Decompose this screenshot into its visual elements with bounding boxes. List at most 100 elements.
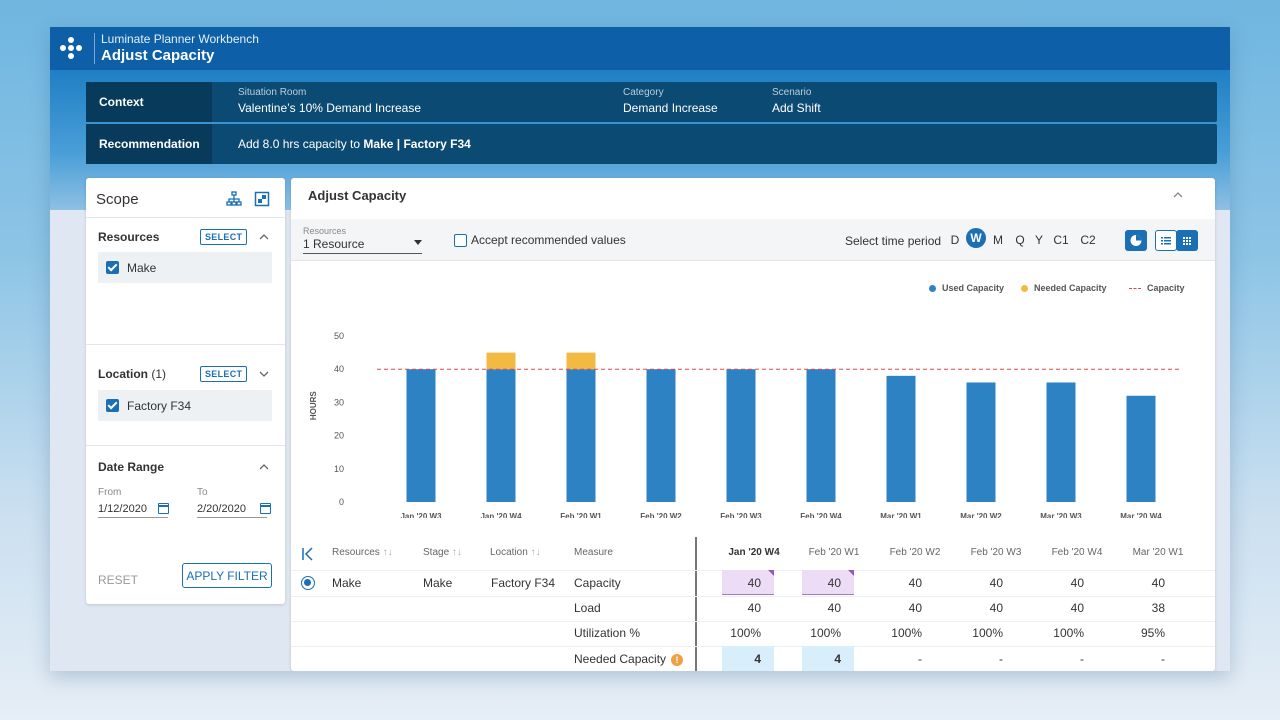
scenario-field: Scenario Add Shift — [772, 87, 821, 115]
calendar-icon[interactable] — [260, 503, 271, 514]
hierarchy-icon[interactable] — [226, 191, 242, 207]
legend-label: Needed Capacity — [1034, 283, 1107, 293]
table-cell[interactable]: 40 — [827, 576, 841, 590]
scenario-value: Add Shift — [772, 101, 821, 115]
table-cell: 100% — [891, 626, 922, 640]
time-period-label: Select time period — [845, 234, 942, 248]
context-bar: Context Situation Room Valentine’s 10% D… — [86, 82, 1217, 122]
y-tick-label: 20 — [334, 431, 344, 441]
chevron-up-icon[interactable] — [1172, 190, 1184, 200]
needed-cell-highlight — [722, 646, 774, 671]
bar-used-capacity[interactable] — [486, 369, 516, 502]
cell-stage: Make — [423, 576, 453, 590]
editable-cell-highlight[interactable] — [722, 570, 774, 595]
period-day[interactable]: D — [950, 233, 960, 247]
accept-recommended-checkbox[interactable] — [454, 234, 467, 247]
table-cell: 4 — [834, 652, 841, 666]
table-cell: 40 — [1070, 601, 1084, 615]
table-cell[interactable]: 40 — [747, 576, 761, 590]
bar-used-capacity[interactable] — [1126, 395, 1156, 502]
bar-needed-capacity[interactable] — [486, 352, 516, 370]
x-tick-label: Mar '20 W4 — [1120, 512, 1162, 518]
chevron-up-icon[interactable] — [258, 231, 270, 243]
date-range-title: Date Range — [98, 460, 165, 474]
col-header-resources[interactable]: Resources ↑↓ — [332, 547, 393, 558]
bar-used-capacity[interactable] — [966, 382, 996, 502]
app-header: Luminate Planner Workbench Adjust Capaci… — [50, 27, 1230, 70]
calendar-icon[interactable] — [158, 503, 169, 514]
warning-icon[interactable]: ! — [671, 654, 683, 666]
bar-needed-capacity[interactable] — [566, 352, 596, 370]
editable-cell-highlight[interactable] — [802, 570, 854, 595]
period-week[interactable]: W — [966, 228, 986, 248]
panel-toggle-icon[interactable] — [254, 191, 270, 207]
col-header-location[interactable]: Location ↑↓ — [490, 547, 541, 558]
panel-title: Adjust Capacity — [308, 188, 407, 203]
resource-option-make[interactable]: Make — [98, 252, 272, 283]
table-cell: 95% — [1140, 626, 1165, 640]
accept-recommended-label[interactable]: Accept recommended values — [471, 233, 626, 247]
legend-label: Used Capacity — [942, 283, 1005, 293]
measure-label: Needed Capacity — [574, 652, 667, 666]
bar-used-capacity[interactable] — [566, 369, 596, 502]
grid-view-button[interactable] — [1176, 230, 1198, 251]
table-cell: 40 — [989, 576, 1003, 590]
date-from-input[interactable]: 1/12/2020 — [98, 503, 168, 518]
location-option-factory[interactable]: Factory F34 — [98, 390, 272, 421]
grid-icon — [1183, 237, 1191, 245]
category-key: Category — [623, 87, 664, 98]
legend-swatch — [929, 284, 936, 292]
period-month[interactable]: M — [993, 233, 1003, 247]
col-header-measure: Measure — [574, 547, 613, 558]
table-cell: 100% — [972, 626, 1003, 640]
checkbox-checked-icon[interactable] — [106, 399, 119, 412]
resources-dropdown[interactable]: Resources 1 Resource — [303, 226, 422, 254]
y-tick-label: 30 — [334, 397, 344, 407]
location-select-button[interactable]: SELECT — [200, 366, 248, 382]
apply-filter-button[interactable]: APPLY FILTER — [182, 563, 272, 588]
table-cell: 100% — [730, 626, 761, 640]
bar-used-capacity[interactable] — [1046, 382, 1076, 502]
bar-used-capacity[interactable] — [886, 375, 916, 502]
row-divider — [291, 596, 1215, 597]
location-count: (1) — [151, 367, 167, 381]
checkbox-checked-icon[interactable] — [106, 261, 119, 274]
table-cell: 40 — [908, 576, 922, 590]
date-from-label: From — [98, 487, 122, 498]
reset-button[interactable]: RESET — [98, 573, 139, 587]
table-cell: - — [918, 652, 922, 666]
resources-section-title: Resources — [98, 230, 160, 244]
period-c2[interactable]: C2 — [1080, 233, 1096, 247]
bar-used-capacity[interactable] — [646, 369, 676, 502]
x-tick-label: Mar '20 W1 — [880, 512, 922, 518]
resources-select-button[interactable]: SELECT — [200, 229, 248, 245]
table-cell: - — [1080, 652, 1084, 666]
date-to-input[interactable]: 2/20/2020 — [197, 503, 267, 518]
table-cell: 40 — [747, 601, 761, 615]
row-select-radio[interactable] — [301, 576, 315, 590]
app-name: Luminate Planner Workbench — [101, 32, 259, 46]
period-quarter[interactable]: Q — [1015, 233, 1025, 247]
bar-used-capacity[interactable] — [726, 369, 756, 502]
table-cell: - — [999, 652, 1003, 666]
period-year[interactable]: Y — [1034, 233, 1043, 247]
chevron-up-icon[interactable] — [258, 461, 270, 473]
row-divider — [291, 621, 1215, 622]
collapse-left-icon[interactable] — [301, 547, 315, 561]
pie-chart-icon — [1130, 235, 1142, 246]
cell-resource: Make — [332, 576, 362, 590]
app-logo-icon[interactable] — [60, 37, 82, 59]
location-section-title: Location (1) — [98, 367, 166, 381]
period-c1[interactable]: C1 — [1053, 233, 1069, 247]
bar-used-capacity[interactable] — [406, 369, 436, 502]
chart-view-button[interactable] — [1125, 230, 1147, 251]
scope-panel: Scope Resources SELECT Make Location (1)… — [86, 178, 285, 604]
col-header-period: Feb '20 W3 — [970, 547, 1022, 558]
divider — [86, 344, 285, 345]
chevron-down-icon[interactable] — [258, 368, 270, 380]
bar-used-capacity[interactable] — [806, 369, 836, 502]
col-header-stage[interactable]: Stage ↑↓ — [423, 547, 462, 558]
cell-location: Factory F34 — [491, 576, 556, 590]
measure-label: Utilization % — [574, 626, 641, 640]
page-title: Adjust Capacity — [101, 47, 215, 64]
